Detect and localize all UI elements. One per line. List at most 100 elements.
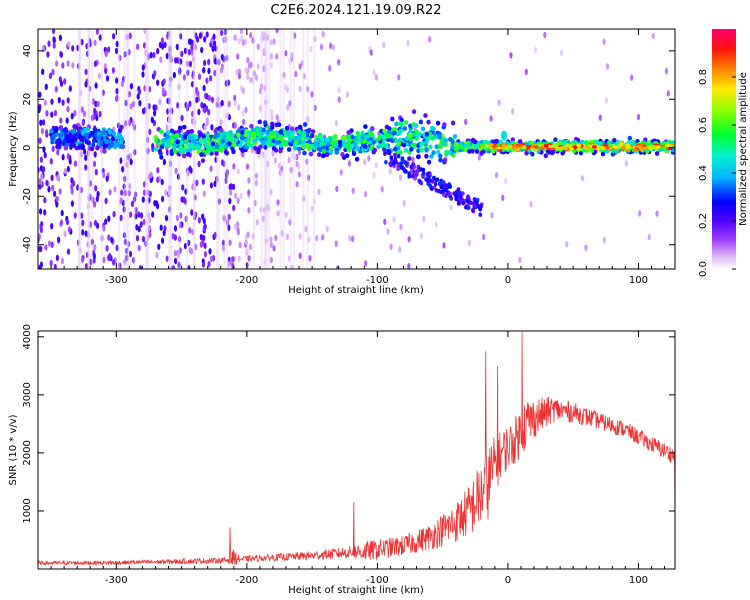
- spectrogram-cell: [559, 49, 564, 56]
- spectrogram-cell: [85, 126, 90, 132]
- spectrogram-cell: [51, 68, 55, 76]
- spectrogram-cell: [383, 151, 387, 156]
- spectrogram-x-tick-label: -100: [366, 275, 389, 286]
- spectrogram-cell: [202, 234, 206, 242]
- spectrogram-cell: [424, 131, 430, 137]
- spectrogram-cell: [624, 160, 628, 167]
- spectrogram-cell: [602, 236, 606, 244]
- spectrogram-cell: [480, 145, 486, 150]
- spectrogram-cell: [270, 124, 275, 130]
- spectrogram-cell: [310, 91, 314, 98]
- spectrogram-cell: [93, 219, 98, 227]
- spectrogram-cell: [182, 74, 186, 81]
- spectrogram-cell: [426, 119, 431, 125]
- spectrogram-cell: [441, 185, 446, 190]
- spectrogram-cell: [92, 160, 97, 167]
- spectrogram-cell: [233, 137, 239, 143]
- spectrogram-cell: [247, 207, 251, 214]
- spectrogram-cell: [454, 194, 458, 199]
- spectrogram-cell: [401, 159, 405, 164]
- spectrogram-cell: [60, 209, 64, 217]
- spectrogram-cell: [442, 157, 448, 163]
- spectrogram-cell: [159, 56, 163, 63]
- spectrogram-frame: [37, 28, 676, 270]
- spectrogram-cell: [58, 188, 62, 195]
- spectrogram-cell: [236, 229, 240, 236]
- spectrogram-cell: [219, 119, 223, 126]
- spectrogram-cell: [354, 156, 360, 162]
- spectrogram-cell: [651, 32, 655, 40]
- spectrogram-cell: [214, 144, 220, 150]
- spectrogram-cell: [409, 146, 414, 152]
- spectrogram-cell: [321, 234, 325, 241]
- spectrogram-cell: [296, 136, 301, 142]
- spectrogram-cell: [416, 154, 421, 160]
- spectrogram-cell: [110, 136, 116, 142]
- spectrogram-cell: [364, 134, 369, 140]
- spectrogram-cell: [78, 143, 83, 149]
- spectrogram-cell: [195, 96, 199, 104]
- spectrogram-cell: [247, 255, 251, 262]
- spectrogram-cell: [58, 125, 64, 130]
- spectrogram-cell: [428, 36, 432, 43]
- spectrogram-cell: [169, 128, 175, 134]
- spectrogram-cell: [228, 239, 232, 246]
- spectrogram-cell: [198, 131, 204, 137]
- spectrogram-cell: [227, 100, 231, 108]
- spectrogram-cell: [239, 29, 243, 35]
- spectrogram-cell: [388, 161, 393, 166]
- spectrogram-cell: [290, 126, 295, 132]
- spectrogram-cell: [600, 151, 606, 157]
- spectrogram-cell: [591, 145, 597, 149]
- snr-y-tick-label: 4000: [22, 324, 33, 349]
- spectrogram-cell: [92, 126, 98, 132]
- spectrogram-cell: [397, 74, 401, 81]
- spectrogram-cell: [61, 99, 65, 106]
- spectrogram-cell: [428, 183, 432, 188]
- spectrogram-cell: [207, 109, 211, 116]
- spectrogram-cell: [196, 90, 200, 97]
- spectrogram-cell: [410, 142, 415, 148]
- spectrogram-cell: [330, 140, 335, 146]
- spectrogram-cell: [163, 225, 167, 232]
- spectrogram-cell: [408, 123, 413, 129]
- colorbar-tick-label: 0.2: [698, 213, 709, 229]
- spectrogram-cell: [270, 131, 275, 137]
- colorbar-ticks: 0.0 0.2 0.4 0.6 0.8: [698, 69, 736, 277]
- spectrogram-cell: [297, 129, 302, 135]
- spectrogram-cell: [111, 67, 115, 74]
- spectrogram-cell: [84, 68, 88, 76]
- spectrogram-cell: [180, 50, 184, 58]
- spectrogram-cell: [473, 143, 478, 149]
- spectrogram-cell: [452, 134, 458, 139]
- spectrogram-cell: [272, 38, 276, 45]
- spectrogram-cell: [403, 120, 409, 125]
- spectrogram-cell: [408, 132, 413, 138]
- spectrogram-cell: [70, 200, 74, 207]
- spectrogram-cell: [142, 218, 146, 226]
- spectrogram-cell: [107, 138, 112, 144]
- spectrogram-cell: [255, 219, 259, 226]
- spectrogram-cell: [334, 149, 340, 155]
- spectrogram-cell: [276, 210, 280, 217]
- spectrogram-cell: [321, 153, 326, 159]
- spectrogram-cell: [163, 90, 167, 97]
- spectrogram-cell: [199, 233, 203, 241]
- spectrogram-cell: [195, 179, 199, 186]
- spectrogram-cell: [190, 44, 194, 51]
- spectrogram-cell: [472, 139, 478, 145]
- spectrogram-cell: [530, 151, 535, 157]
- spectrogram-cell: [93, 39, 97, 46]
- spectrogram-cell: [70, 113, 74, 120]
- spectrogram-cell: [271, 146, 277, 151]
- spectrogram-cell: [254, 179, 258, 187]
- spectrogram-cell: [518, 256, 522, 263]
- spectrogram-cell: [320, 141, 325, 147]
- spectrogram-cell: [68, 85, 72, 92]
- spectrogram-cell: [584, 244, 588, 251]
- spectrogram-cell: [159, 144, 165, 150]
- spectrogram-cell: [420, 126, 426, 132]
- spectrogram-cell: [139, 221, 143, 228]
- spectrogram-cell: [493, 139, 498, 144]
- spectrogram-cell: [258, 144, 263, 150]
